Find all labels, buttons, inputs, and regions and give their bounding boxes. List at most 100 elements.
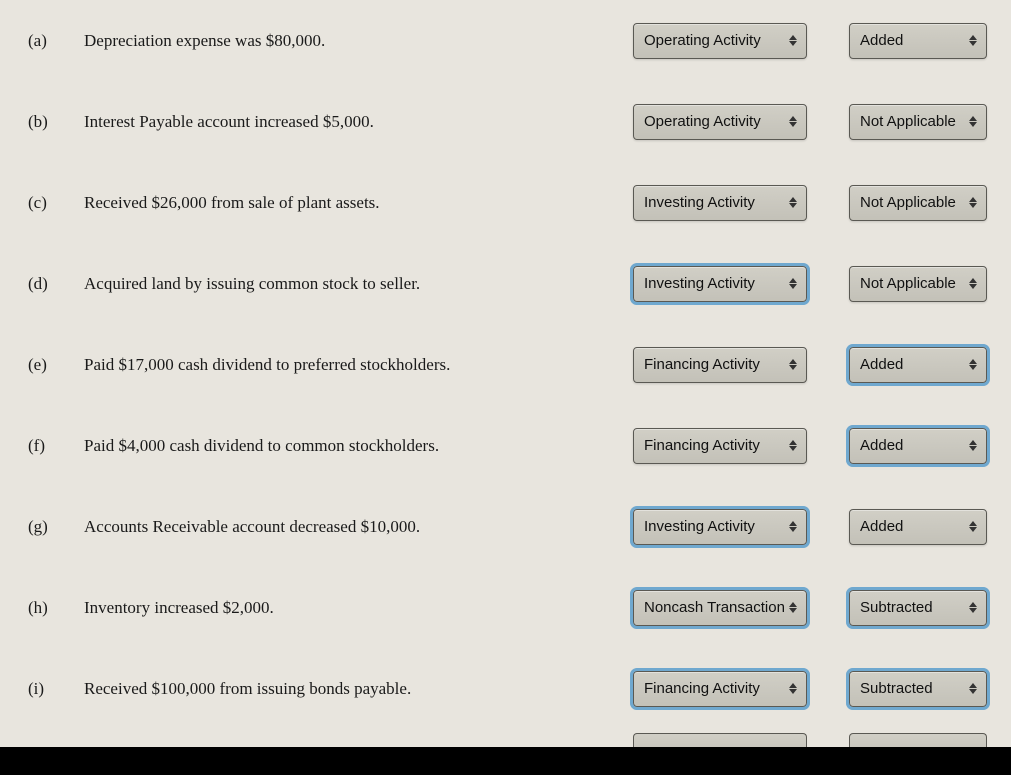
- effect-select-wrap: Not Applicable: [849, 266, 987, 302]
- effect-select-value: Added: [860, 437, 903, 454]
- activity-select-wrap: Investing Activity: [633, 266, 807, 302]
- question-row: (f) Paid $4,000 cash dividend to common …: [26, 405, 987, 486]
- question-list: (a) Depreciation expense was $80,000. Op…: [0, 0, 1011, 729]
- activity-select-wrap: Investing Activity: [633, 185, 807, 221]
- question-row: (b) Interest Payable account increased $…: [26, 81, 987, 162]
- question-row: (g) Accounts Receivable account decrease…: [26, 486, 987, 567]
- stepper-icon: [786, 116, 800, 127]
- effect-select-wrap: Added: [849, 509, 987, 545]
- row-label: (h): [26, 598, 84, 618]
- row-description: Interest Payable account increased $5,00…: [84, 112, 633, 132]
- activity-select-value: Operating Activity: [644, 113, 761, 130]
- activity-select[interactable]: Financing Activity: [633, 428, 807, 464]
- stepper-icon: [966, 359, 980, 370]
- activity-select-partial[interactable]: [633, 733, 807, 747]
- partial-next-row: [26, 729, 987, 747]
- activity-select[interactable]: Financing Activity: [633, 347, 807, 383]
- activity-select-wrap: Financing Activity: [633, 671, 807, 707]
- stepper-icon: [786, 602, 800, 613]
- activity-select-wrap: Operating Activity: [633, 23, 807, 59]
- stepper-icon: [966, 683, 980, 694]
- effect-select-value: Added: [860, 32, 903, 49]
- question-row: (e) Paid $17,000 cash dividend to prefer…: [26, 324, 987, 405]
- bottom-bar: [0, 747, 1011, 775]
- effect-select[interactable]: Not Applicable: [849, 266, 987, 302]
- row-description: Received $26,000 from sale of plant asse…: [84, 193, 633, 213]
- effect-select-wrap: Added: [849, 23, 987, 59]
- activity-select-wrap: Financing Activity: [633, 428, 807, 464]
- effect-select-value: Not Applicable: [860, 194, 956, 211]
- row-description: Received $100,000 from issuing bonds pay…: [84, 679, 633, 699]
- effect-select[interactable]: Added: [849, 509, 987, 545]
- activity-select-value: Financing Activity: [644, 437, 760, 454]
- row-description: Depreciation expense was $80,000.: [84, 31, 633, 51]
- effect-select[interactable]: Not Applicable: [849, 104, 987, 140]
- effect-select-wrap: Added: [849, 428, 987, 464]
- effect-select-value: Subtracted: [860, 599, 933, 616]
- activity-select-value: Investing Activity: [644, 275, 755, 292]
- row-label: (d): [26, 274, 84, 294]
- effect-select-value: Not Applicable: [860, 275, 956, 292]
- row-description: Paid $4,000 cash dividend to common stoc…: [84, 436, 633, 456]
- question-row: (c) Received $26,000 from sale of plant …: [26, 162, 987, 243]
- activity-select[interactable]: Investing Activity: [633, 509, 807, 545]
- row-label: (f): [26, 436, 84, 456]
- activity-select-wrap: Investing Activity: [633, 509, 807, 545]
- activity-select-value: Noncash Transaction: [644, 599, 785, 616]
- stepper-icon: [966, 197, 980, 208]
- activity-select-value: Investing Activity: [644, 194, 755, 211]
- activity-select[interactable]: Investing Activity: [633, 266, 807, 302]
- activity-select-wrap: Noncash Transaction: [633, 590, 807, 626]
- question-row: (d) Acquired land by issuing common stoc…: [26, 243, 987, 324]
- stepper-icon: [786, 683, 800, 694]
- row-description: Inventory increased $2,000.: [84, 598, 633, 618]
- question-row: (i) Received $100,000 from issuing bonds…: [26, 648, 987, 729]
- effect-select-value: Added: [860, 356, 903, 373]
- row-label: (i): [26, 679, 84, 699]
- stepper-icon: [786, 359, 800, 370]
- activity-select[interactable]: Noncash Transaction: [633, 590, 807, 626]
- activity-select[interactable]: Operating Activity: [633, 104, 807, 140]
- effect-select-wrap: Subtracted: [849, 590, 987, 626]
- effect-select-value: Added: [860, 518, 903, 535]
- stepper-icon: [786, 521, 800, 532]
- activity-select[interactable]: Financing Activity: [633, 671, 807, 707]
- row-description: Paid $17,000 cash dividend to preferred …: [84, 355, 633, 375]
- effect-select[interactable]: Subtracted: [849, 590, 987, 626]
- activity-select-wrap: Financing Activity: [633, 347, 807, 383]
- activity-select[interactable]: Investing Activity: [633, 185, 807, 221]
- row-label: (c): [26, 193, 84, 213]
- stepper-icon: [786, 197, 800, 208]
- effect-select-wrap: Added: [849, 347, 987, 383]
- question-row: (a) Depreciation expense was $80,000. Op…: [26, 0, 987, 81]
- row-label: (b): [26, 112, 84, 132]
- activity-select-value: Financing Activity: [644, 356, 760, 373]
- effect-select-wrap: Subtracted: [849, 671, 987, 707]
- effect-select[interactable]: Added: [849, 23, 987, 59]
- activity-select-value: Financing Activity: [644, 680, 760, 697]
- stepper-icon: [966, 278, 980, 289]
- effect-select-wrap: Not Applicable: [849, 104, 987, 140]
- stepper-icon: [966, 116, 980, 127]
- question-row: (h) Inventory increased $2,000. Noncash …: [26, 567, 987, 648]
- activity-select[interactable]: Operating Activity: [633, 23, 807, 59]
- effect-select-wrap: Not Applicable: [849, 185, 987, 221]
- stepper-icon: [786, 440, 800, 451]
- stepper-icon: [966, 602, 980, 613]
- stepper-icon: [786, 278, 800, 289]
- effect-select-value: Subtracted: [860, 680, 933, 697]
- row-label: (a): [26, 31, 84, 51]
- effect-select-value: Not Applicable: [860, 113, 956, 130]
- effect-select[interactable]: Added: [849, 428, 987, 464]
- effect-select[interactable]: Not Applicable: [849, 185, 987, 221]
- row-description: Accounts Receivable account decreased $1…: [84, 517, 633, 537]
- stepper-icon: [786, 35, 800, 46]
- activity-select-value: Operating Activity: [644, 32, 761, 49]
- stepper-icon: [966, 440, 980, 451]
- stepper-icon: [966, 521, 980, 532]
- stepper-icon: [966, 35, 980, 46]
- effect-select[interactable]: Subtracted: [849, 671, 987, 707]
- activity-select-value: Investing Activity: [644, 518, 755, 535]
- effect-select-partial[interactable]: [849, 733, 987, 747]
- effect-select[interactable]: Added: [849, 347, 987, 383]
